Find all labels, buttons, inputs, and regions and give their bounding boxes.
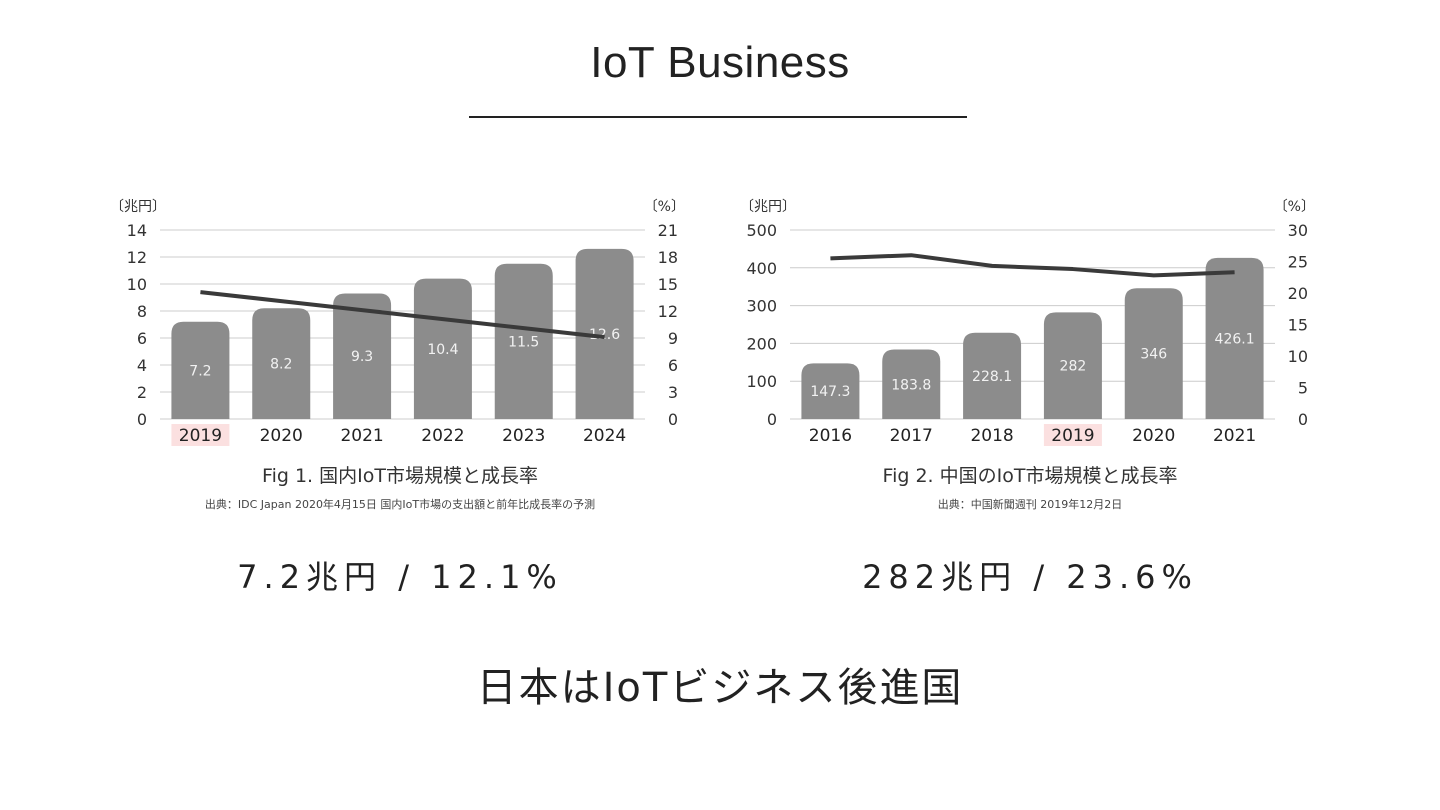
highlight-category-bg xyxy=(171,424,230,446)
y2-tick-label: 0 xyxy=(668,410,678,429)
y-tick-label: 12 xyxy=(127,248,147,267)
fig1-source: 出典：IDC Japan 2020年4月15日 国内IoT市場の支出額と前年比成… xyxy=(204,498,596,511)
growth-rate-line xyxy=(830,253,1235,278)
y2-tick-label: 21 xyxy=(658,221,678,240)
y2-tick-label: 18 xyxy=(658,248,678,267)
x-tick-label: 2020 xyxy=(260,426,303,446)
bar-value-label: 12.6 xyxy=(589,327,620,343)
bar xyxy=(494,263,553,419)
right-axis-unit: 〔%〕 xyxy=(644,199,685,215)
y2-tick-label: 25 xyxy=(1288,253,1308,272)
bar xyxy=(1124,288,1183,419)
y-tick-label: 100 xyxy=(746,372,777,391)
china-iot-chart: 〔兆円〕 〔%〕 0 100 200 300 400 500 0 5 10 15 20 25 30 147.3… xyxy=(740,199,1315,446)
x-tick-label: 2016 xyxy=(809,426,852,446)
y2-tick-label: 30 xyxy=(1288,221,1308,240)
x-tick-label: 2024 xyxy=(583,426,626,446)
bar xyxy=(171,321,230,419)
y2-tick-label: 12 xyxy=(658,302,678,321)
fig2-caption: Fig 2. 中国のIoT市場規模と成長率 xyxy=(882,465,1178,487)
y-tick-label: 8 xyxy=(137,302,147,321)
bar-value-label: 9.3 xyxy=(351,349,373,365)
y-tick-label: 2 xyxy=(137,383,147,402)
highlight-category-bg xyxy=(1043,424,1102,446)
bar-value-label: 11.5 xyxy=(508,334,539,350)
y-tick-label: 200 xyxy=(746,334,777,353)
y2-tick-label: 9 xyxy=(668,329,678,348)
y-tick-label: 300 xyxy=(746,297,777,316)
x-tick-label: 2017 xyxy=(890,426,933,446)
x-tick-label: 2019 xyxy=(179,426,222,446)
bar-value-label: 8.2 xyxy=(270,357,292,373)
y-tick-label: 0 xyxy=(767,410,777,429)
right-axis-unit: 〔%〕 xyxy=(1274,199,1315,215)
y2-tick-label: 10 xyxy=(1288,347,1308,366)
y2-tick-label: 0 xyxy=(1298,410,1308,429)
y-tick-label: 500 xyxy=(746,221,777,240)
title-divider xyxy=(469,116,967,118)
bar-value-label: 7.2 xyxy=(189,363,211,379)
left-axis-unit: 〔兆円〕 xyxy=(740,199,796,215)
bar xyxy=(801,363,860,419)
bar-value-label: 426.1 xyxy=(1215,331,1255,347)
y-tick-label: 4 xyxy=(137,356,147,375)
bar-value-label: 346 xyxy=(1140,347,1167,363)
china-stat: 282兆円 / 23.6% xyxy=(862,558,1198,596)
x-tick-label: 2021 xyxy=(340,426,383,446)
y-tick-label: 0 xyxy=(137,410,147,429)
y-tick-label: 6 xyxy=(137,329,147,348)
y-tick-label: 10 xyxy=(127,275,147,294)
x-tick-label: 2021 xyxy=(1213,426,1256,446)
bar-value-label: 147.3 xyxy=(810,384,850,400)
bar-value-label: 228.1 xyxy=(972,369,1012,385)
bar xyxy=(882,349,941,419)
fig1-caption: Fig 1. 国内IoT市場規模と成長率 xyxy=(262,465,538,487)
x-tick-label: 2023 xyxy=(502,426,545,446)
x-tick-label: 2022 xyxy=(421,426,464,446)
bar-value-label: 183.8 xyxy=(891,377,931,393)
bar xyxy=(333,293,392,419)
growth-rate-line xyxy=(200,290,605,340)
y2-tick-label: 15 xyxy=(658,275,678,294)
japan-stat: 7.2兆円 / 12.1% xyxy=(237,558,563,596)
bar xyxy=(1043,312,1102,419)
bar xyxy=(252,308,311,419)
fig2-source: 出典：中国新聞週刊 2019年12月2日 xyxy=(937,498,1123,511)
bar xyxy=(413,278,472,419)
y2-tick-label: 5 xyxy=(1298,379,1308,398)
x-tick-label: 2018 xyxy=(970,426,1013,446)
bar xyxy=(963,332,1022,419)
y-tick-label: 14 xyxy=(127,221,147,240)
bar-value-label: 10.4 xyxy=(427,342,458,358)
y-tick-label: 400 xyxy=(746,259,777,278)
y2-tick-label: 20 xyxy=(1288,284,1308,303)
left-axis-unit: 〔兆円〕 xyxy=(110,199,166,215)
y2-tick-label: 15 xyxy=(1288,316,1308,335)
x-tick-label: 2019 xyxy=(1051,426,1094,446)
bar-value-label: 282 xyxy=(1060,359,1087,375)
bar xyxy=(1205,257,1264,419)
bar xyxy=(575,248,634,419)
x-tick-label: 2020 xyxy=(1132,426,1175,446)
japan-iot-chart: 〔兆円〕 〔%〕 0 2 4 6 8 10 12 14 0 3 6 9 12 15 18 21 7.2 2019 8.2… xyxy=(110,199,685,446)
y2-tick-label: 6 xyxy=(668,356,678,375)
conclusion-text: 日本はIoTビジネス後進国 xyxy=(476,665,964,711)
slide-title: IoT Business xyxy=(590,38,850,87)
y2-tick-label: 3 xyxy=(668,383,678,402)
